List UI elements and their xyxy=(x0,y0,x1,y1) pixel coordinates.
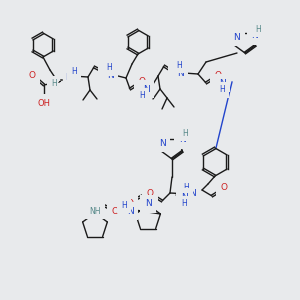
Text: O: O xyxy=(146,190,154,199)
Text: N: N xyxy=(189,190,195,199)
Text: H: H xyxy=(181,200,187,208)
Text: O: O xyxy=(172,70,179,79)
Text: O: O xyxy=(112,208,118,217)
Text: O: O xyxy=(103,68,110,77)
Text: H: H xyxy=(121,200,127,209)
Text: H: H xyxy=(183,184,189,193)
Text: N: N xyxy=(64,74,71,82)
Text: N: N xyxy=(159,139,165,148)
Text: O: O xyxy=(28,70,35,80)
Text: N: N xyxy=(145,200,152,208)
Text: H: H xyxy=(51,80,57,88)
Text: O: O xyxy=(139,76,145,85)
Text: H: H xyxy=(219,85,225,94)
Text: N: N xyxy=(252,32,258,40)
Text: NH: NH xyxy=(89,206,101,215)
Text: H: H xyxy=(71,68,77,76)
Text: N: N xyxy=(234,32,240,41)
Text: OH: OH xyxy=(38,98,50,107)
Text: H: H xyxy=(106,64,112,73)
Text: H: H xyxy=(176,61,182,70)
Text: N: N xyxy=(127,206,134,215)
Text: N: N xyxy=(142,85,149,94)
Text: O: O xyxy=(127,199,134,208)
Text: N: N xyxy=(106,70,113,80)
Text: O: O xyxy=(220,184,227,193)
Text: N: N xyxy=(177,68,183,77)
Text: H: H xyxy=(139,92,145,100)
Text: O: O xyxy=(214,70,221,80)
Text: H: H xyxy=(182,128,188,137)
Text: N: N xyxy=(219,79,225,88)
Text: N: N xyxy=(178,136,185,145)
Text: N: N xyxy=(181,193,188,202)
Text: H: H xyxy=(255,25,261,34)
